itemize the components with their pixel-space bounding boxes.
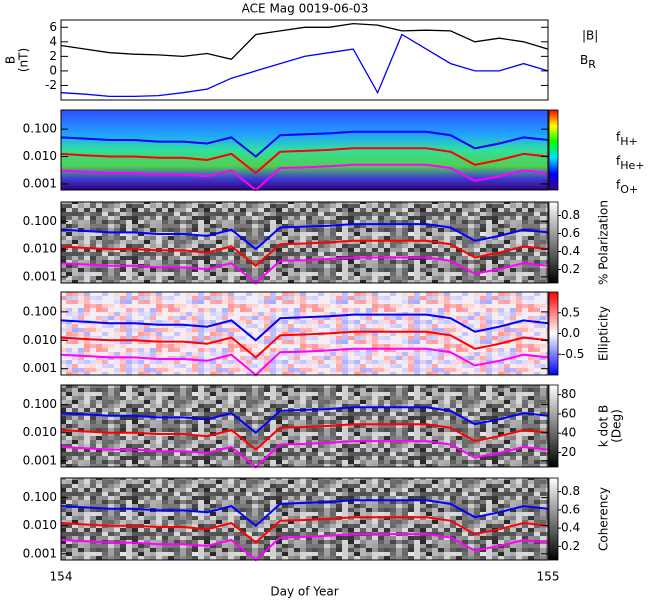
series-line: [60, 423, 549, 451]
colorbar-tick-label: 20: [561, 445, 576, 459]
y-tick-label: 0: [49, 63, 57, 77]
y-axis-label: B: [4, 56, 18, 64]
legend-label: BR: [580, 53, 596, 72]
series-line: [60, 516, 549, 544]
y-axis-label: (nT): [17, 48, 31, 72]
y-tick-label: 4: [49, 34, 57, 48]
colorbar-tick-label: 0.6: [561, 226, 580, 240]
colorbar-tick-label: -0.5: [561, 347, 584, 361]
y-tick-label: 0.001: [23, 269, 57, 283]
y-tick-label: 6: [49, 20, 57, 34]
colorbar: [548, 109, 559, 191]
y-tick-label: 0.100: [23, 214, 57, 228]
colorbar-tick-label: 0.5: [561, 305, 580, 319]
legend-label: |B|: [582, 29, 598, 43]
plot-frame: [60, 384, 549, 468]
y-tick-label: 0.100: [23, 397, 57, 411]
series-line: [60, 33, 549, 98]
colorbar-tick-label: 0.0: [561, 326, 580, 340]
series-line: [60, 533, 549, 562]
series-line: [60, 347, 549, 377]
y-tick-label: 0.010: [23, 518, 57, 532]
series-line: [60, 256, 549, 285]
legend-label: fO+: [616, 178, 638, 197]
y-tick-label: 0.010: [23, 242, 57, 256]
x-tick-label: 154: [50, 570, 73, 584]
colorbar-label: Ellipticity: [597, 306, 611, 361]
chart-title: ACE Mag 0019-06-03: [242, 2, 369, 16]
colorbar-tick-label: 0.6: [561, 502, 580, 516]
colorbar-tick-label: 60: [561, 406, 576, 420]
plot-frame: [60, 201, 549, 284]
colorbar-label: Coherency: [597, 487, 611, 551]
colorbar-label: % Polarization: [597, 200, 611, 285]
colorbar-tick-label: 0.8: [561, 208, 580, 222]
series-line: [60, 499, 549, 528]
series-line: [60, 147, 549, 175]
series-line: [60, 163, 549, 192]
x-tick-label: 155: [537, 570, 560, 584]
colorbar-tick-label: 0.8: [561, 484, 580, 498]
y-tick-label: 2: [49, 49, 57, 63]
colorbar-tick-label: 0.2: [561, 539, 580, 553]
colorbar-tick-label: 0.4: [561, 521, 580, 535]
colorbar: [548, 291, 559, 376]
y-tick-label: 0.001: [23, 546, 57, 560]
y-tick-label: 0.001: [23, 361, 57, 375]
colorbar: [548, 384, 559, 468]
x-axis-label: Day of Year: [270, 585, 338, 599]
series-line: [60, 239, 549, 268]
series-line: [60, 130, 549, 158]
plot-frame: [60, 291, 549, 376]
series-line: [60, 406, 549, 435]
y-tick-label: 0.100: [23, 122, 57, 136]
colorbar-tick-label: 80: [561, 387, 576, 401]
colorbar-label: k dot B: [597, 405, 611, 447]
series-line: [60, 22, 549, 61]
colorbar-tick-label: 0.4: [561, 244, 580, 258]
series-line: [60, 330, 549, 359]
series-line: [60, 440, 549, 469]
colorbar: [548, 477, 559, 561]
colorbar-tick-label: 0.2: [561, 262, 580, 276]
colorbar-label: (Deg): [610, 409, 624, 443]
y-tick-label: 0.001: [23, 453, 57, 467]
y-tick-label: 0.100: [23, 304, 57, 318]
series-line: [60, 223, 549, 251]
plot-frame: [60, 109, 549, 191]
y-tick-label: 0.100: [23, 490, 57, 504]
colorbar: [548, 201, 559, 284]
series-line: [60, 313, 549, 342]
y-tick-label: 0.010: [23, 333, 57, 347]
colorbar-tick-label: 40: [561, 426, 576, 440]
y-tick-label: 0.010: [23, 149, 57, 163]
plot-frame: [60, 477, 549, 561]
legend-label: fH+: [616, 130, 638, 149]
plot-frame: [60, 19, 549, 101]
y-tick-label: 0.001: [23, 176, 57, 190]
y-tick-label: 0.010: [23, 425, 57, 439]
y-tick-label: -2: [45, 78, 57, 92]
legend-label: fHe+: [616, 154, 645, 173]
